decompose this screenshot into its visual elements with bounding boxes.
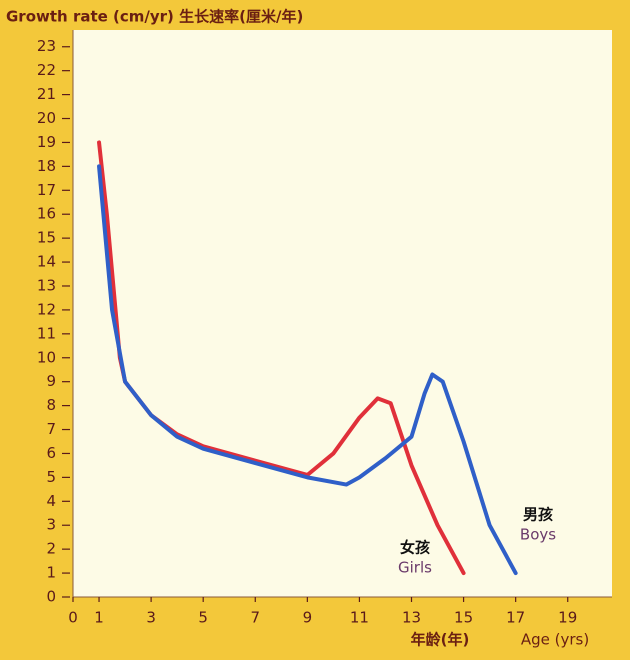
y-tick-label: 8 (46, 396, 56, 414)
y-tick-label: 0 (46, 588, 56, 606)
y-tick-label: 3 (46, 516, 56, 534)
series-label-zh: 男孩 (523, 506, 553, 524)
series-label: Boys (520, 526, 556, 544)
y-tick-label: 13 (37, 276, 56, 294)
x-tick-label: 0 (68, 609, 78, 627)
y-tick-label: 7 (46, 420, 56, 438)
y-tick-label: 10 (37, 348, 56, 366)
x-tick-label: 13 (402, 609, 421, 627)
y-tick-label: 18 (37, 157, 56, 175)
y-tick-label: 1 (46, 564, 56, 582)
x-tick-label: 5 (198, 609, 208, 627)
y-tick-label: 14 (37, 253, 56, 271)
y-tick-label: 16 (37, 205, 56, 223)
y-tick-label: 17 (37, 181, 56, 199)
series-line (97, 164, 518, 576)
y-tick-label: 11 (37, 324, 56, 342)
y-tick-label: 21 (37, 85, 56, 103)
y-tick-label: 20 (37, 109, 56, 127)
x-tick-label: 3 (146, 609, 156, 627)
y-tick-label: 6 (46, 444, 56, 462)
x-tick-label: 19 (558, 609, 577, 627)
series-label-zh: 女孩 (400, 539, 430, 557)
y-tick-label: 22 (37, 61, 56, 79)
x-axis-label-zh: 年龄(年) (411, 631, 470, 649)
y-tick-label: 5 (46, 468, 56, 486)
y-tick-label: 12 (37, 300, 56, 318)
x-tick-label: 1 (94, 609, 104, 627)
x-tick-label: 11 (350, 609, 369, 627)
y-tick-label: 19 (37, 133, 56, 151)
y-tick-label: 4 (46, 492, 56, 510)
series-label: Girls (398, 559, 432, 577)
x-tick-label: 7 (250, 609, 260, 627)
y-tick-label: 9 (46, 372, 56, 390)
y-tick-label: 2 (46, 540, 56, 558)
x-axis-label: Age (yrs) (521, 631, 589, 649)
x-tick-label: 17 (506, 609, 525, 627)
y-tick-label: 23 (37, 37, 56, 55)
chart-title: Growth rate (cm/yr) 生长速率(厘米/年) (6, 8, 303, 26)
plot-area (73, 30, 612, 597)
x-tick-label: 9 (303, 609, 313, 627)
x-tick-label: 15 (454, 609, 473, 627)
y-tick-label: 15 (37, 229, 56, 247)
